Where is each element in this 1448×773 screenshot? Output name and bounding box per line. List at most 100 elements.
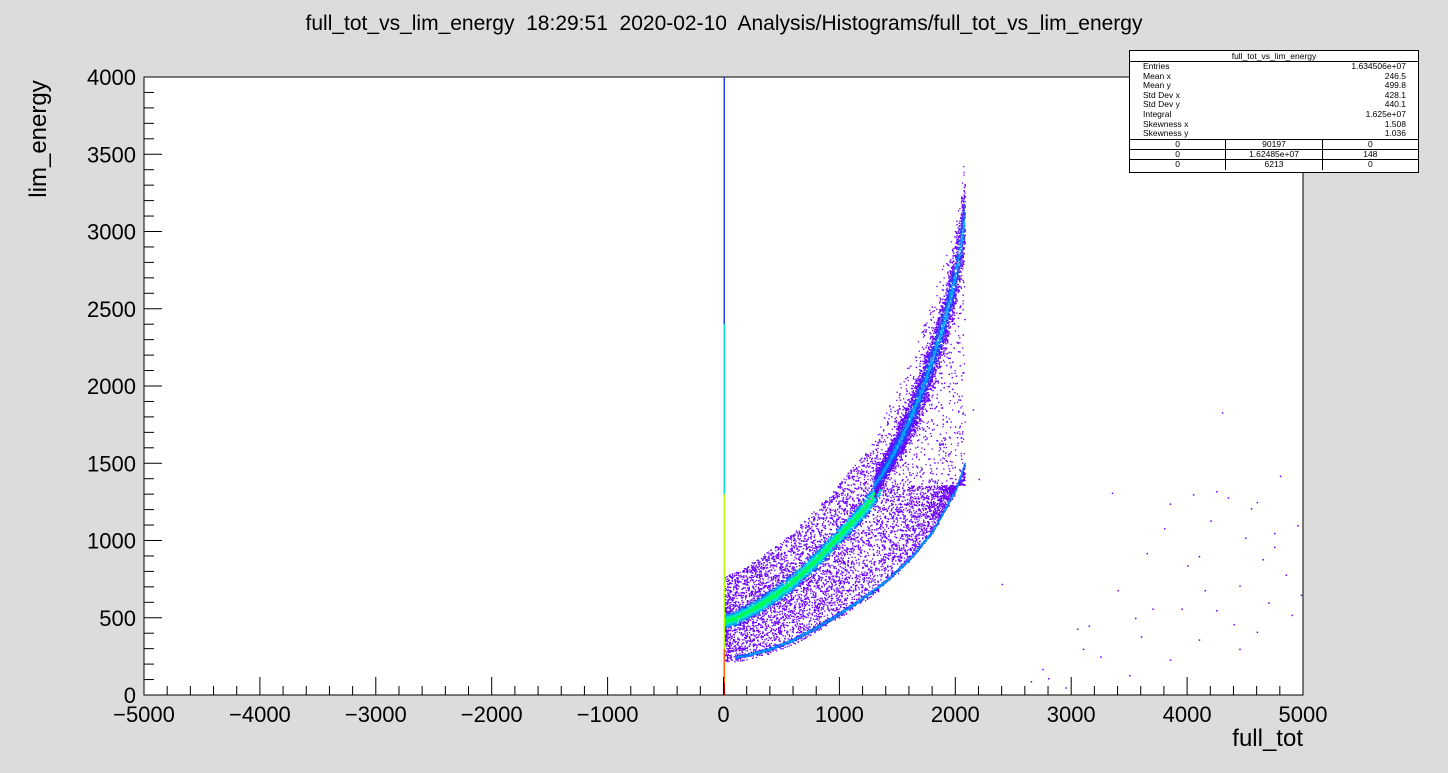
- bin-cell: [819, 553, 821, 555]
- bin-cell: [845, 573, 847, 575]
- bin-cell: [916, 472, 918, 474]
- bin-cell: [953, 317, 955, 320]
- bin-cell: [760, 562, 763, 565]
- bin-cell: [848, 577, 851, 580]
- bin-cell: [768, 616, 770, 618]
- bin-cell: [911, 522, 913, 524]
- bin-cell: [736, 577, 738, 579]
- bin-cell: [856, 505, 858, 507]
- bin-cell: [745, 594, 748, 597]
- bin-cell: [919, 540, 921, 542]
- bin-cell: [741, 647, 743, 650]
- bin-cell: [922, 509, 925, 512]
- bin-cell: [780, 554, 782, 556]
- bin-cell: [947, 473, 949, 476]
- bin-cell: [804, 637, 807, 639]
- bin-cell: [808, 556, 810, 559]
- bin-cell: [746, 622, 749, 625]
- bin-cell: [887, 557, 890, 560]
- bin-cell: [887, 527, 890, 529]
- bin-cell: [763, 568, 765, 570]
- bin-cell: [834, 509, 837, 511]
- bin-cell: [896, 522, 898, 524]
- bin-cell: [741, 622, 743, 624]
- bin-cell: [770, 584, 772, 586]
- bin-cell: [807, 589, 810, 591]
- bin-cell: [898, 510, 900, 512]
- bin-cell: [777, 622, 779, 624]
- bin-cell: [811, 612, 813, 615]
- bin-cell: [837, 485, 839, 488]
- bin-cell: [915, 497, 918, 499]
- bin-cell: [928, 516, 930, 518]
- bin-cell: [905, 481, 907, 483]
- bin-cell: [836, 570, 838, 572]
- bin-cell: [909, 501, 911, 503]
- bin-cell: [951, 372, 953, 375]
- bin-cell: [786, 564, 788, 567]
- bin-cell: [784, 567, 786, 569]
- bin-cell: [779, 631, 781, 633]
- bin-cell: [901, 510, 903, 512]
- bin-cell: [745, 571, 747, 573]
- bin-cell: [889, 565, 891, 568]
- bin-cell: [926, 486, 929, 489]
- bin-cell: [844, 520, 846, 522]
- bin-cell: [745, 604, 747, 606]
- bin-cell: [895, 504, 897, 506]
- bin-cell: [927, 458, 930, 460]
- bin-cell: [833, 510, 836, 512]
- bin-cell: [954, 330, 957, 332]
- bin-cell: [835, 555, 837, 558]
- bin-cell: [916, 489, 919, 491]
- bin-cell: [958, 484, 960, 486]
- bin-cell: [934, 508, 936, 511]
- bin-cell: [827, 512, 829, 514]
- bin-cell: [749, 638, 752, 641]
- bin-cell: [800, 599, 803, 602]
- bin-cell: [857, 477, 860, 479]
- bin-cell: [737, 594, 739, 596]
- bin-cell: [885, 485, 887, 487]
- bin-cell: [907, 469, 909, 471]
- bin-cell: [742, 642, 745, 644]
- bin-cell: [776, 565, 778, 568]
- bin-cell: [803, 540, 806, 542]
- bin-cell: [905, 388, 907, 390]
- bin-cell: [912, 473, 914, 475]
- bin-cell: [872, 505, 874, 507]
- bin-cell: [906, 558, 908, 560]
- bin-cell: [918, 486, 920, 488]
- bin-cell: [884, 546, 886, 548]
- bin-cell: [857, 541, 859, 543]
- bin-cell: [908, 367, 910, 369]
- bin-cell: [871, 443, 873, 446]
- bin-cell: [921, 525, 923, 527]
- bin-cell: [803, 595, 806, 598]
- bin-cell: [918, 458, 920, 461]
- bin-cell: [786, 598, 788, 600]
- bin-cell: [895, 421, 897, 424]
- bin-cell: [856, 475, 858, 478]
- bin-cell: [755, 637, 757, 639]
- bin-cell: [765, 565, 767, 567]
- bin-cell: [896, 563, 899, 565]
- bin-cell: [905, 552, 907, 555]
- bin-cell: [820, 616, 823, 618]
- bin-cell: [862, 586, 864, 589]
- bin-cell: [816, 512, 818, 514]
- bin-cell: [852, 510, 855, 513]
- bin-cell: [963, 363, 966, 365]
- bin-cell: [892, 511, 895, 513]
- bin-cell: [915, 522, 917, 524]
- bin-cell: [791, 631, 793, 633]
- bin-cell: [961, 395, 963, 397]
- bin-cell: [949, 477, 952, 480]
- bin-cell: [726, 610, 728, 612]
- bin-cell: [841, 554, 843, 556]
- bin-cell: [785, 557, 787, 559]
- bin-cell: [790, 551, 792, 553]
- bin-cell: [930, 504, 933, 506]
- bin-cell: [865, 517, 867, 519]
- bin-cell: [756, 559, 758, 561]
